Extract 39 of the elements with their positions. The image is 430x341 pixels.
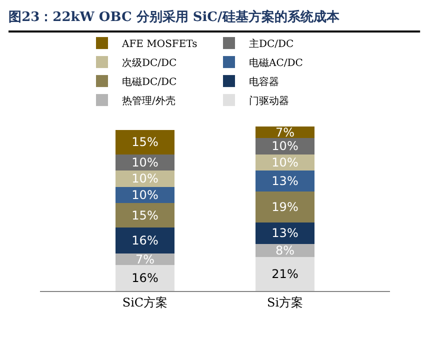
chart-title: 图23：22kW OBC 分别采用 SiC/硅基方案的系统成本 <box>8 9 340 26</box>
bar <box>256 256 314 291</box>
bar <box>256 126 314 138</box>
data-label: 10% <box>272 155 298 170</box>
data-label: 13% <box>272 174 298 188</box>
bar <box>116 203 174 228</box>
data-label: 10% <box>132 172 158 186</box>
data-label: 16% <box>132 270 158 285</box>
legend-label: 电磁DC/DC <box>122 76 178 88</box>
bar <box>116 264 174 291</box>
bar <box>256 170 314 192</box>
bar <box>256 138 314 154</box>
legend-label: 次级DC/DC <box>122 56 178 69</box>
bar <box>116 254 174 265</box>
legend-label: 电磁AC/DC <box>249 56 304 69</box>
bar <box>116 130 174 154</box>
bar <box>256 222 314 244</box>
bar <box>116 170 174 187</box>
x-tick-label: SiC方案 <box>122 295 168 310</box>
data-label: 13% <box>272 226 298 240</box>
legend-label: AFE MOSFETs <box>121 38 198 50</box>
data-label: 10% <box>132 188 158 202</box>
data-label: 15% <box>132 135 158 150</box>
data-label: 16% <box>132 234 158 248</box>
data-label: 7% <box>135 252 155 266</box>
data-label: 8% <box>275 243 295 258</box>
legend-label: 门驱动器 <box>249 94 289 107</box>
x-tick-label: Si方案 <box>266 295 304 310</box>
data-label: 15% <box>132 208 158 222</box>
bar <box>116 228 174 254</box>
bar <box>256 192 314 223</box>
data-label: 7% <box>275 125 295 140</box>
data-label: 10% <box>272 139 298 154</box>
data-label: 10% <box>132 155 158 170</box>
legend-label: 电容器 <box>249 76 279 88</box>
legend-label: 热管理/外壳 <box>122 94 176 107</box>
data-label: 21% <box>272 266 298 281</box>
legend-label: 主DC/DC <box>249 38 294 50</box>
data-label: 19% <box>272 200 298 214</box>
